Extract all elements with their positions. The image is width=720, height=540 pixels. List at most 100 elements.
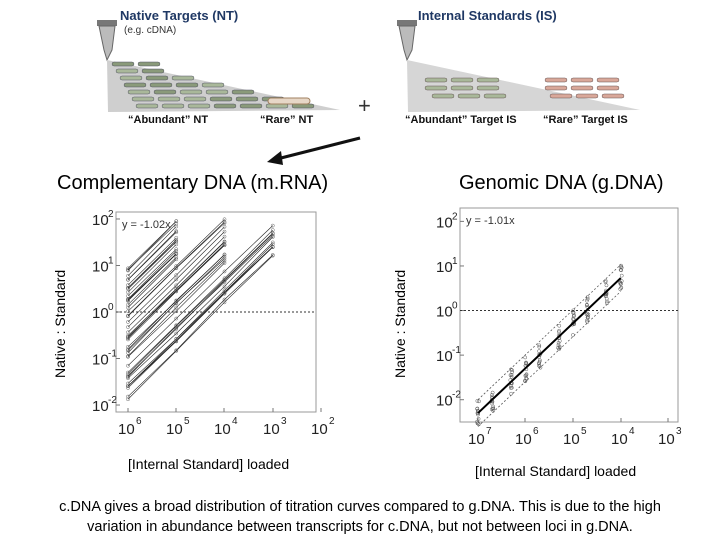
data-point <box>270 253 275 257</box>
y-tick-label: 10 <box>436 214 453 231</box>
data-point <box>174 273 179 278</box>
data-point <box>126 285 130 290</box>
titration-band <box>475 263 624 427</box>
x-tick-exponent: 6 <box>136 416 142 427</box>
data-point <box>222 256 227 261</box>
data-point <box>585 298 589 303</box>
data-point <box>174 305 179 310</box>
data-point <box>126 297 130 302</box>
data-point <box>556 340 561 345</box>
data-point <box>585 295 590 300</box>
titration-curve <box>127 237 177 286</box>
titration-curve <box>127 259 177 308</box>
data-point <box>585 297 590 301</box>
abundant-is-label: “Abundant” Target IS <box>405 114 517 126</box>
data-point <box>174 348 179 353</box>
data-point <box>174 283 179 288</box>
regression-line <box>477 277 622 414</box>
plus-sign: + <box>358 93 371 118</box>
y-tick-label: 10 <box>92 352 109 369</box>
data-point <box>126 344 130 349</box>
y-tick-label: 10 <box>436 393 453 410</box>
data-point <box>174 229 179 233</box>
x-tick-exponent: 6 <box>533 426 539 437</box>
data-point <box>174 247 179 252</box>
titration-curve <box>127 225 273 366</box>
titration-curve <box>127 235 273 378</box>
y-tick-label: 10 <box>92 212 109 229</box>
data-point <box>174 235 179 240</box>
data-point <box>537 359 542 364</box>
titration-curve <box>127 248 177 297</box>
x-tick-exponent: 7 <box>486 426 492 437</box>
data-point <box>174 300 179 305</box>
data-point <box>509 373 514 377</box>
titration-curve <box>127 222 225 317</box>
confidence-line <box>477 264 622 400</box>
titration-curve <box>127 226 225 323</box>
pointer-arrow-icon <box>267 136 361 165</box>
titration-curve <box>127 223 177 270</box>
y-tick-label: 10 <box>92 305 109 322</box>
data-point <box>557 328 561 333</box>
x-tick-label: 10 <box>658 431 675 448</box>
data-point <box>222 254 227 259</box>
data-point <box>523 378 527 383</box>
x-tick-exponent: 5 <box>581 426 587 437</box>
caption-line-1: c.DNA gives a broad distribution of titr… <box>59 499 661 515</box>
data-point <box>523 355 527 360</box>
equation-annotation: y = -1.01x <box>466 215 515 227</box>
y-tick-label: 10 <box>92 258 109 275</box>
data-point <box>126 381 130 386</box>
y-tick-label: 10 <box>436 304 453 321</box>
data-point <box>174 288 179 293</box>
x-tick-exponent: 3 <box>676 426 682 437</box>
y-tick-exponent: 0 <box>108 302 114 313</box>
cdna-x-axis-label: [Internal Standard] loaded <box>128 456 290 472</box>
data-point <box>126 350 130 355</box>
data-point <box>585 302 589 307</box>
x-tick-label: 10 <box>611 431 628 448</box>
data-point <box>585 311 590 316</box>
data-point <box>619 282 623 286</box>
gdna-y-axis-label: Native : Standard <box>392 269 408 378</box>
data-point <box>126 394 130 399</box>
data-point <box>174 266 179 271</box>
y-tick-exponent: 2 <box>452 211 458 222</box>
data-point <box>222 300 227 305</box>
data-point <box>126 337 130 342</box>
data-point <box>222 284 227 289</box>
cdna-chart-title: Complementary DNA (m.RNA) <box>57 172 329 194</box>
data-point <box>174 327 179 331</box>
x-tick-exponent: 4 <box>232 416 238 427</box>
rare-nt-strand-icon <box>267 97 311 105</box>
y-tick-exponent: -1 <box>452 345 461 356</box>
x-tick-exponent: 5 <box>184 416 190 427</box>
data-point <box>174 219 179 224</box>
data-point <box>126 290 130 295</box>
x-tick-label: 10 <box>563 431 580 448</box>
data-point <box>174 338 179 343</box>
internal-dna-strands <box>424 77 625 99</box>
data-point <box>222 234 227 239</box>
data-point <box>126 267 130 272</box>
titration-curve <box>127 244 225 338</box>
titration-curve <box>127 244 177 293</box>
native-dna-strands <box>111 61 315 109</box>
data-point <box>270 223 275 228</box>
rare-nt-label: “Rare” NT <box>260 114 314 126</box>
data-point <box>619 264 623 269</box>
titration-curve <box>127 242 273 384</box>
data-point <box>126 273 130 278</box>
x-tick-label: 10 <box>468 431 485 448</box>
data-point <box>476 421 480 426</box>
titration-curve <box>127 236 225 333</box>
data-point <box>126 330 130 335</box>
data-point <box>126 294 130 298</box>
data-point <box>477 399 481 404</box>
data-point <box>476 416 481 421</box>
data-point <box>222 220 227 224</box>
titration-curve <box>127 236 273 379</box>
data-point <box>509 391 513 396</box>
data-point <box>126 320 130 324</box>
